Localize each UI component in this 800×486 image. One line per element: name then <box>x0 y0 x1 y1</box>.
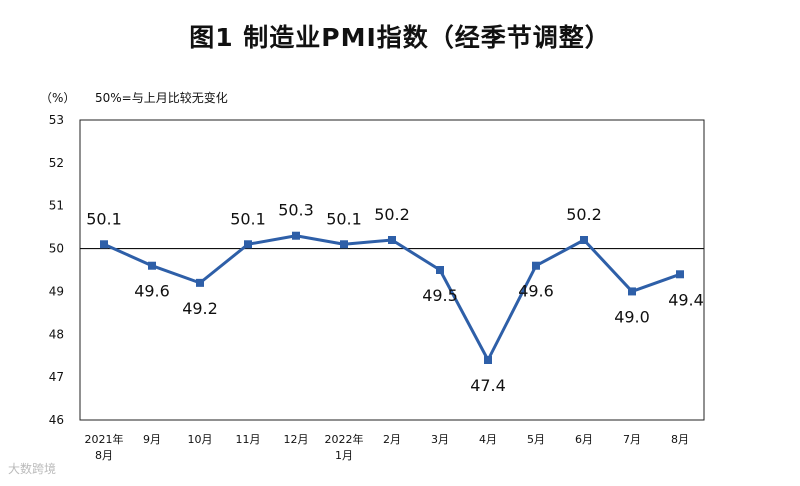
data-point <box>388 236 396 244</box>
x-tick-label: 12月 <box>284 433 309 446</box>
y-tick-label: 46 <box>49 413 64 427</box>
data-label: 49.0 <box>614 307 650 326</box>
data-point <box>148 261 156 270</box>
data-label: 50.1 <box>326 209 362 228</box>
data-label: 50.2 <box>566 205 602 224</box>
data-point <box>196 278 204 287</box>
data-point <box>580 236 588 244</box>
x-tick-label: 9月 <box>143 433 161 446</box>
chart-title: 图1 制造业PMI指数（经季节调整） <box>189 23 611 52</box>
data-point <box>484 356 492 364</box>
x-tick-label: 2021年 <box>85 432 124 446</box>
x-tick-label: 8月 <box>95 449 113 462</box>
y-tick-label: 52 <box>49 156 64 170</box>
watermark: 大数跨境 <box>8 462 57 476</box>
data-label: 47.4 <box>470 376 506 395</box>
data-point <box>532 261 540 270</box>
data-label: 49.6 <box>518 282 554 301</box>
y-tick-label: 49 <box>49 284 64 298</box>
x-tick-label: 4月 <box>479 433 497 446</box>
x-tick-label: 1月 <box>335 449 353 462</box>
y-axis-unit: （%） <box>40 91 76 105</box>
data-label: 49.5 <box>422 286 458 305</box>
data-label: 50.2 <box>374 205 410 224</box>
x-tick-label: 7月 <box>623 433 641 446</box>
data-point <box>292 231 300 240</box>
data-point <box>340 240 348 249</box>
data-label: 50.1 <box>230 209 266 228</box>
data-label: 49.4 <box>668 290 704 309</box>
data-label: 50.1 <box>86 209 122 228</box>
y-tick-label: 51 <box>49 199 64 213</box>
x-tick-label: 3月 <box>431 433 449 446</box>
pmi-series-line <box>103 234 681 362</box>
x-tick-label: 8月 <box>671 433 689 446</box>
data-point <box>628 287 636 296</box>
chart-note: 50%=与上月比较无变化 <box>95 91 228 105</box>
x-tick-label: 6月 <box>575 433 593 446</box>
x-tick-label: 5月 <box>527 433 545 446</box>
x-tick-label: 10月 <box>188 433 213 446</box>
data-point <box>436 266 444 274</box>
data-label: 49.6 <box>134 282 170 301</box>
y-tick-label: 48 <box>49 327 64 341</box>
x-tick-label: 2月 <box>383 433 401 446</box>
x-tick-label: 2022年 <box>325 432 364 446</box>
plot-area-frame <box>79 119 705 421</box>
data-point <box>676 270 684 279</box>
y-tick-label: 53 <box>49 113 64 127</box>
data-label: 50.3 <box>278 201 314 220</box>
data-point <box>244 240 252 249</box>
x-tick-label: 11月 <box>236 433 261 446</box>
y-tick-label: 47 <box>49 370 64 384</box>
data-label: 49.2 <box>182 299 218 318</box>
y-tick-label: 50 <box>49 242 64 256</box>
data-point <box>100 240 108 249</box>
